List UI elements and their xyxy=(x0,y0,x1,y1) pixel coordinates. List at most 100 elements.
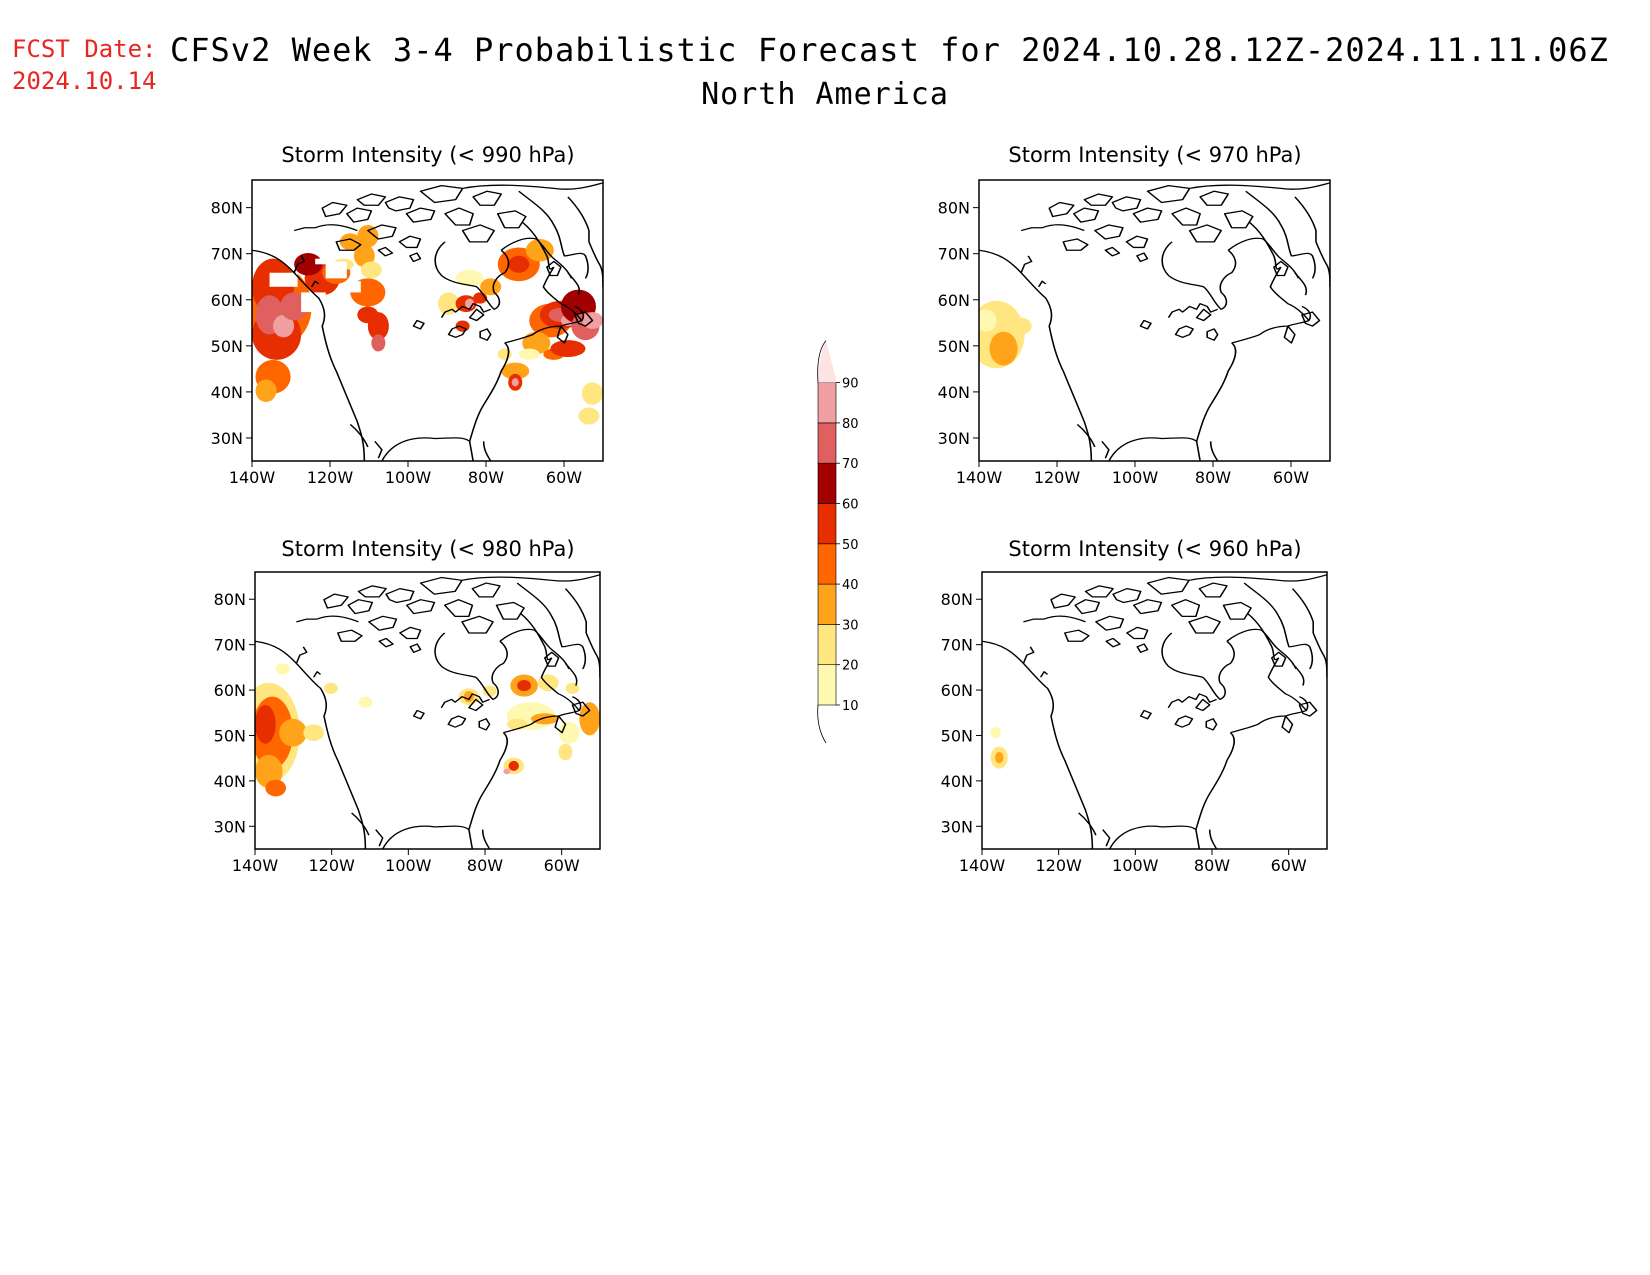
probability-shading xyxy=(273,314,295,338)
map-area xyxy=(255,572,600,849)
masked-region xyxy=(269,272,298,287)
panel-title: Storm Intensity (< 960 hPa) xyxy=(1008,537,1301,561)
lon-tick-label: 80W xyxy=(1195,468,1231,487)
lon-tick-label: 140W xyxy=(959,856,1006,875)
lat-tick-label: 30N xyxy=(938,429,970,448)
lat-tick-label: 30N xyxy=(941,817,973,836)
colorbar-label: 30 xyxy=(842,618,859,633)
probability-shading xyxy=(303,724,324,741)
probability-shading xyxy=(339,233,361,251)
probability-shading xyxy=(367,312,389,341)
colorbar-segment xyxy=(817,624,837,666)
probability-shading xyxy=(518,348,540,360)
lon-tick-label: 100W xyxy=(385,856,432,875)
lat-tick-label: 80N xyxy=(941,590,973,609)
lat-tick-label: 50N xyxy=(211,337,243,356)
lat-tick-label: 50N xyxy=(214,726,246,745)
probability-shading xyxy=(279,718,307,747)
lon-tick-label: 60W xyxy=(1273,468,1309,487)
colorbar-segment xyxy=(817,543,837,585)
probability-shading xyxy=(255,704,276,744)
lon-tick-label: 140W xyxy=(232,856,279,875)
lat-tick-label: 40N xyxy=(938,383,970,402)
lat-tick-label: 60N xyxy=(938,291,970,310)
lon-tick-label: 120W xyxy=(1035,856,1082,875)
colorbar-label: 90 xyxy=(842,377,859,392)
probability-shading xyxy=(511,378,519,387)
probability-shading xyxy=(517,680,531,692)
masked-region xyxy=(329,309,344,327)
fcst-date-value: 2024.10.14 xyxy=(12,67,157,95)
lat-tick-label: 80N xyxy=(938,199,970,218)
colorbar-top-cap xyxy=(818,340,836,383)
probability-shading xyxy=(438,292,460,315)
probability-shading xyxy=(480,278,502,296)
fcst-date-label: FCST Date: xyxy=(12,35,157,63)
lon-tick-label: 100W xyxy=(1112,856,1159,875)
masked-region xyxy=(325,261,347,279)
colorbar-label: 50 xyxy=(842,538,859,553)
probability-shading xyxy=(990,727,1001,739)
lat-tick-label: 70N xyxy=(938,245,970,264)
map-frame xyxy=(981,571,1328,850)
lat-tick-label: 80N xyxy=(211,199,243,218)
colorbar-segment xyxy=(817,503,837,545)
lat-tick-label: 40N xyxy=(214,772,246,791)
probability-shading xyxy=(581,382,603,405)
probability-shading xyxy=(255,754,283,789)
probability-shading xyxy=(558,743,573,761)
colorbar-segment xyxy=(817,462,837,504)
lon-tick-label: 100W xyxy=(1112,468,1159,487)
map-frame xyxy=(254,571,601,850)
probability-shading xyxy=(508,255,530,273)
lat-tick-label: 30N xyxy=(211,429,243,448)
lat-tick-label: 60N xyxy=(214,681,246,700)
colorbar: 90 80 70 60 50 40 30 20 10 xyxy=(817,340,859,744)
colorbar-label: 80 xyxy=(842,417,859,432)
page-title: CFSv2 Week 3-4 Probabilistic Forecast fo… xyxy=(170,31,1609,69)
probability-shading xyxy=(358,696,373,708)
colorbar-segment xyxy=(817,664,837,706)
lon-tick-label: 100W xyxy=(385,468,432,487)
lat-tick-label: 70N xyxy=(211,245,243,264)
colorbar-label: 20 xyxy=(842,659,859,674)
probability-shading xyxy=(979,309,997,332)
map-area xyxy=(979,180,1330,461)
lat-tick-label: 50N xyxy=(941,726,973,745)
lon-tick-label: 120W xyxy=(307,468,354,487)
probability-shading xyxy=(324,682,338,694)
probability-shading xyxy=(455,269,484,287)
probability-shading xyxy=(501,362,530,380)
probability-shading xyxy=(497,348,512,360)
colorbar-segment xyxy=(817,583,837,625)
panel-title: Storm Intensity (< 980 hPa) xyxy=(281,537,574,561)
lon-tick-label: 120W xyxy=(1034,468,1081,487)
probability-shading xyxy=(275,663,290,675)
probability-shading xyxy=(371,334,386,352)
probability-shading xyxy=(550,340,586,358)
colorbar-label: 40 xyxy=(842,578,859,593)
lon-tick-label: 140W xyxy=(229,468,276,487)
lat-tick-label: 40N xyxy=(211,383,243,402)
probability-shading xyxy=(503,768,511,775)
colorbar-bottom-cap xyxy=(817,704,827,744)
lon-tick-label: 80W xyxy=(468,468,504,487)
map-frame xyxy=(978,179,1331,462)
lon-tick-label: 80W xyxy=(1194,856,1230,875)
probability-shading xyxy=(360,261,382,279)
colorbar-segment xyxy=(817,422,837,464)
lon-tick-label: 60W xyxy=(546,468,582,487)
lon-tick-label: 60W xyxy=(1271,856,1307,875)
probability-shading xyxy=(989,331,1018,366)
probability-shading xyxy=(995,752,1004,764)
probability-shading xyxy=(265,779,287,797)
masked-region xyxy=(315,258,326,265)
map-area xyxy=(252,180,603,461)
probability-shading xyxy=(508,760,519,771)
map-frame xyxy=(251,179,604,462)
masked-region xyxy=(346,281,361,293)
colorbar-label: 10 xyxy=(842,699,859,714)
colorbar-segment xyxy=(817,382,837,424)
probability-shading xyxy=(294,253,323,276)
